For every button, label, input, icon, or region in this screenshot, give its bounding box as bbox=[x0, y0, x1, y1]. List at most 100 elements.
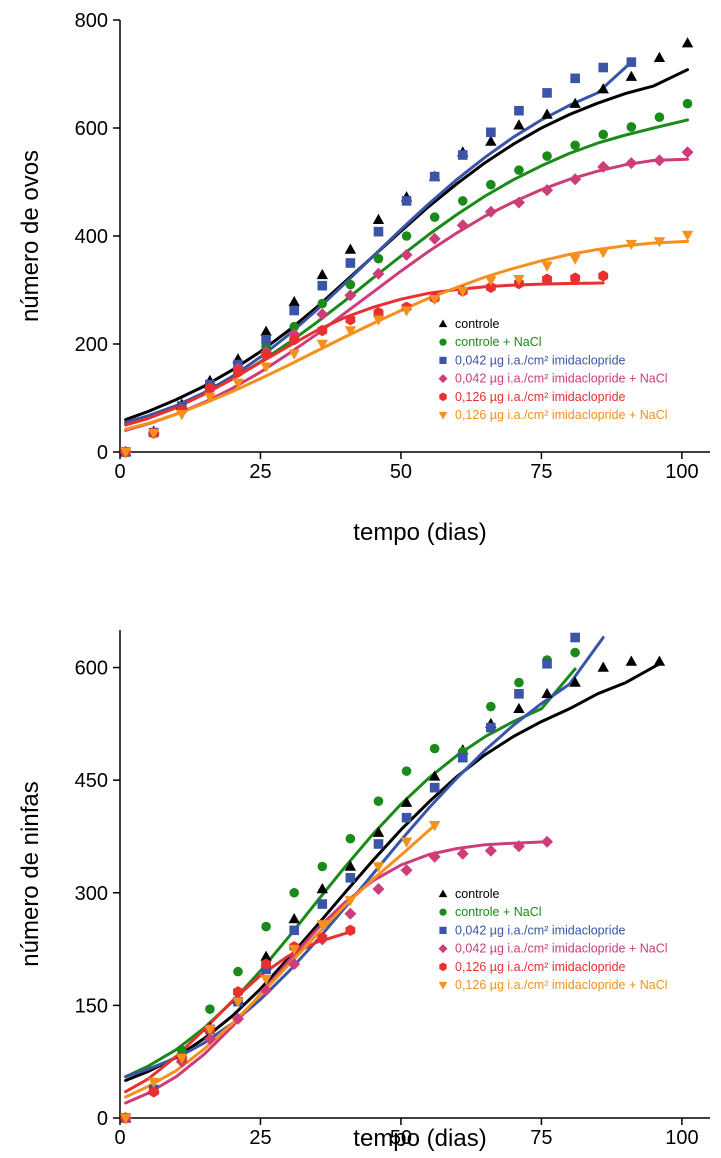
data-point bbox=[542, 658, 552, 669]
fit-line-1 bbox=[124, 662, 661, 1082]
data-point bbox=[401, 766, 412, 776]
data-point bbox=[261, 349, 272, 361]
data-point bbox=[260, 984, 273, 997]
data-point bbox=[625, 239, 638, 251]
data-point bbox=[626, 122, 637, 132]
data-point bbox=[542, 273, 552, 285]
x-tick-label: 25 bbox=[249, 1127, 271, 1149]
legend-marker bbox=[438, 411, 448, 420]
data-point bbox=[372, 826, 385, 837]
data-point bbox=[485, 276, 497, 287]
y-tick-label: 300 bbox=[75, 883, 108, 905]
legend-label: 0,042 µg i.a./cm² imidaclopride + NaCl bbox=[455, 372, 668, 386]
y-tick-label: 150 bbox=[75, 995, 108, 1017]
data-point bbox=[288, 913, 300, 924]
x-axis-title: tempo (dias) bbox=[353, 1125, 486, 1152]
y-tick-label: 600 bbox=[75, 118, 108, 140]
data-point bbox=[625, 70, 638, 81]
data-point bbox=[372, 267, 385, 280]
data-point bbox=[316, 883, 328, 894]
data-point bbox=[570, 140, 580, 151]
data-point bbox=[345, 258, 356, 268]
data-point bbox=[626, 57, 637, 67]
x-tick-label: 50 bbox=[390, 461, 412, 483]
data-point bbox=[401, 196, 412, 206]
data-point bbox=[232, 378, 244, 389]
data-point bbox=[484, 844, 497, 857]
data-point bbox=[569, 97, 581, 108]
data-point bbox=[344, 326, 357, 337]
data-point bbox=[597, 83, 609, 94]
data-point bbox=[541, 687, 553, 699]
data-point bbox=[148, 1086, 159, 1098]
legend-marker bbox=[439, 926, 447, 934]
data-point bbox=[542, 151, 552, 161]
fit-line-6 bbox=[124, 823, 437, 1099]
fit-line-3 bbox=[124, 636, 605, 1079]
data-point bbox=[400, 796, 413, 807]
data-point bbox=[260, 974, 272, 986]
data-point bbox=[373, 839, 384, 849]
data-point bbox=[288, 958, 301, 971]
chart-2: 0 25 50 75 100 0 150 300 450 600 tempo (dias) númer… bbox=[17, 630, 710, 1152]
data-point bbox=[429, 212, 440, 222]
data-point bbox=[232, 1012, 244, 1025]
data-point bbox=[232, 997, 244, 1008]
data-point bbox=[429, 743, 440, 754]
data-point bbox=[598, 129, 609, 140]
legend-label: 0,042 µg i.a./cm² imidaclopride + NaCl bbox=[455, 942, 668, 956]
data-point bbox=[289, 925, 299, 936]
data-point bbox=[428, 770, 441, 781]
data-point bbox=[428, 821, 441, 832]
data-point bbox=[514, 689, 524, 699]
data-point bbox=[428, 232, 441, 245]
data-point bbox=[541, 261, 553, 272]
data-point bbox=[486, 722, 496, 733]
data-point bbox=[344, 289, 357, 302]
data-point bbox=[681, 37, 694, 48]
data-point bbox=[317, 324, 328, 337]
data-point bbox=[569, 254, 581, 265]
data-point bbox=[316, 920, 328, 931]
data-point bbox=[204, 382, 215, 394]
data-point bbox=[456, 219, 469, 232]
x-tick-label: 75 bbox=[530, 461, 552, 483]
data-point bbox=[148, 1077, 160, 1088]
data-point bbox=[373, 226, 384, 237]
data-point bbox=[653, 51, 666, 62]
x-tick-label: 100 bbox=[665, 1127, 698, 1149]
data-point bbox=[317, 861, 328, 872]
data-point bbox=[428, 850, 441, 863]
data-point bbox=[345, 314, 356, 326]
x-tick-label: 75 bbox=[530, 1127, 552, 1149]
data-point bbox=[205, 1004, 215, 1014]
legend-label: 0,126 µg i.a./cm² imidaclopride + NaCl bbox=[455, 408, 668, 422]
legend-label: 0,126 µg i.a./cm² imidaclopride bbox=[455, 960, 626, 974]
data-point bbox=[204, 1025, 216, 1036]
data-point bbox=[316, 308, 329, 321]
data-point bbox=[345, 872, 356, 883]
legend-marker bbox=[438, 944, 448, 954]
data-point bbox=[344, 243, 357, 254]
data-point bbox=[400, 306, 413, 317]
data-point bbox=[261, 958, 272, 970]
data-point bbox=[372, 883, 385, 896]
data-point bbox=[400, 837, 413, 848]
data-point bbox=[288, 349, 300, 360]
data-point bbox=[485, 281, 496, 293]
legend-marker bbox=[438, 374, 448, 384]
data-point bbox=[373, 253, 384, 264]
legend-marker bbox=[439, 338, 447, 346]
data-point bbox=[260, 325, 272, 336]
y-axis-title: número de ninfas bbox=[17, 781, 44, 966]
legend-marker bbox=[439, 392, 447, 402]
data-point bbox=[344, 907, 357, 920]
data-point bbox=[203, 1033, 216, 1046]
data-point bbox=[457, 286, 469, 298]
data-point bbox=[653, 237, 666, 248]
data-point bbox=[513, 702, 525, 714]
data-point bbox=[512, 840, 525, 853]
data-point bbox=[372, 213, 385, 224]
legend-marker bbox=[438, 981, 448, 990]
data-point bbox=[514, 677, 524, 688]
